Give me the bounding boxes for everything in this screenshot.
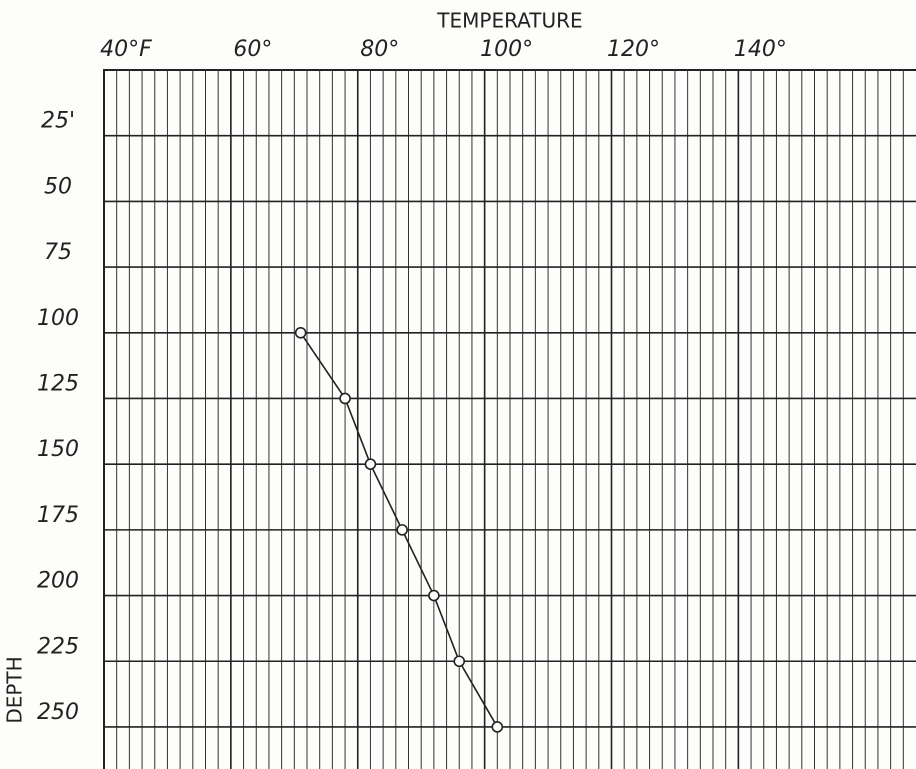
x-tick-label: 100° xyxy=(480,37,533,62)
y-tick-label: 250 xyxy=(37,700,79,725)
y-tick-label: 125 xyxy=(37,371,79,396)
y-tick-label: 100 xyxy=(37,306,79,331)
data-point xyxy=(428,589,440,602)
y-axis-label: DEPTH xyxy=(3,656,27,723)
y-tick-label: 150 xyxy=(37,437,79,462)
y-tick-label: 225 xyxy=(37,634,79,659)
chart-title: TEMPERATURE xyxy=(436,9,582,33)
y-tick-label: 200 xyxy=(37,569,79,594)
y-tick-label: 25' xyxy=(41,109,75,134)
y-tick-label: 175 xyxy=(37,503,79,528)
data-point xyxy=(294,326,307,339)
data-point xyxy=(491,721,504,733)
x-tick-label: 60° xyxy=(233,37,272,62)
x-tick-label: 80° xyxy=(360,37,399,62)
x-tick-label: 120° xyxy=(607,37,660,62)
y-tick-label: 75 xyxy=(44,240,72,265)
x-tick-label: 140° xyxy=(734,37,787,62)
data-point xyxy=(339,392,351,405)
data-point xyxy=(453,655,466,668)
x-tick-label: 40°F xyxy=(100,37,152,62)
y-tick-label: 50 xyxy=(44,174,72,199)
data-point xyxy=(396,524,408,536)
data-point xyxy=(364,458,377,470)
